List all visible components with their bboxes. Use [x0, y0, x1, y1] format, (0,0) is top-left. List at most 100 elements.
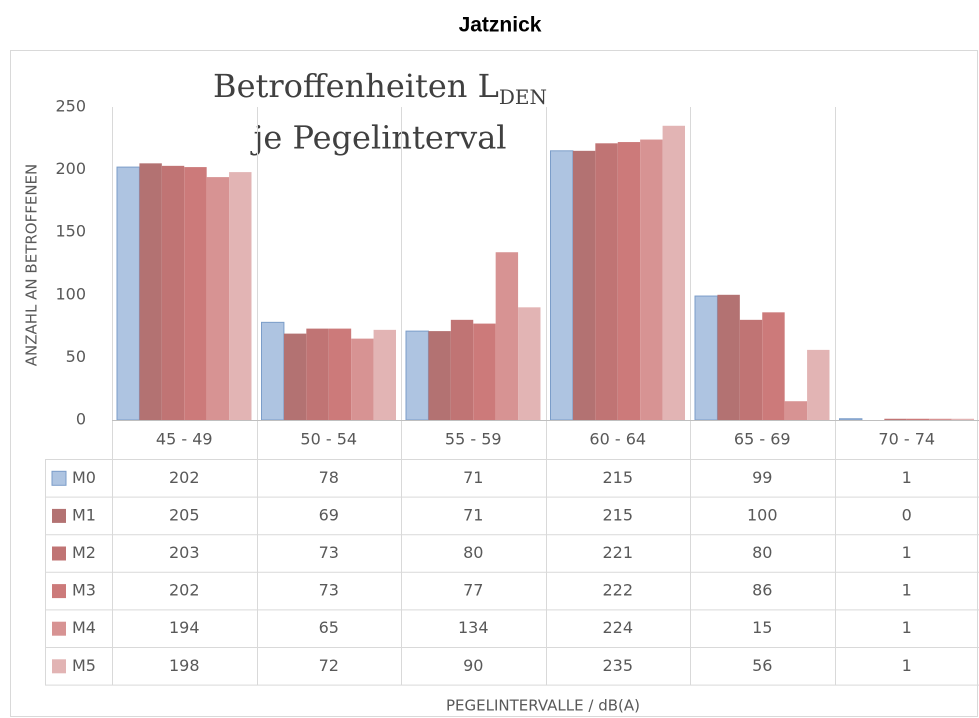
- chart-title-line2: je Pegelinterval: [249, 119, 506, 157]
- bar: [328, 328, 352, 420]
- table-cell: 198: [169, 656, 200, 675]
- legend-swatch: [52, 546, 66, 561]
- bar: [229, 172, 252, 420]
- table-cell: 65: [319, 618, 339, 637]
- x-tick-label: 70 - 74: [878, 430, 935, 449]
- bar: [717, 294, 740, 420]
- x-axis-title: PEGELINTERVALLE / dB(A): [446, 697, 640, 715]
- table-cell: 71: [463, 468, 483, 487]
- table-cell: 221: [602, 543, 633, 562]
- bar: [662, 125, 685, 420]
- legend-label: M0: [72, 468, 96, 487]
- bar: [617, 142, 641, 420]
- table-cell: 1: [902, 468, 912, 487]
- table-cell: 1: [902, 656, 912, 675]
- legend-label: M5: [72, 656, 96, 675]
- table-cell: 1: [902, 618, 912, 637]
- y-tick-label: 0: [76, 410, 86, 429]
- bar: [261, 321, 285, 421]
- bar: [694, 295, 718, 421]
- x-tick-label: 50 - 54: [300, 430, 357, 449]
- chart-title: Betroffenheiten LDEN: [213, 67, 547, 109]
- bar: [906, 418, 930, 420]
- table-cell: 224: [602, 618, 633, 637]
- y-tick-label: 50: [66, 347, 86, 366]
- bar: [473, 323, 496, 420]
- bar: [206, 177, 230, 420]
- bar: [518, 307, 541, 420]
- bar: [184, 167, 207, 420]
- table-cell: 203: [169, 543, 200, 562]
- bar: [283, 333, 307, 420]
- table-cell: 80: [752, 543, 772, 562]
- table-cell: 215: [602, 468, 633, 487]
- bar: [640, 139, 663, 420]
- table-cell: 0: [902, 505, 912, 524]
- table-cell: 235: [602, 656, 633, 675]
- bar: [351, 338, 374, 420]
- table-cell: 15: [752, 618, 772, 637]
- table-cell: 90: [463, 656, 483, 675]
- legend-swatch: [52, 659, 66, 674]
- title-subscript: DEN: [499, 85, 547, 109]
- y-axis-title: ANZAHL AN BETROFFENEN: [23, 164, 41, 367]
- title-main: Betroffenheiten L: [213, 67, 499, 105]
- table-cell: 222: [602, 581, 633, 600]
- table-cell: 215: [602, 505, 633, 524]
- x-tick-label: 65 - 69: [734, 430, 791, 449]
- legend-label: M3: [72, 581, 96, 600]
- bar: [951, 418, 974, 420]
- bar: [572, 150, 596, 420]
- table-cell: 78: [319, 468, 339, 487]
- y-tick-label: 150: [55, 222, 86, 241]
- table-cell: 73: [319, 543, 339, 562]
- bar: [929, 418, 952, 420]
- table-cell: 1: [902, 543, 912, 562]
- bar: [161, 165, 185, 420]
- table-cell: 100: [747, 505, 778, 524]
- legend-label: M2: [72, 543, 96, 562]
- bar: [405, 330, 429, 421]
- bar: [595, 143, 618, 421]
- table-cell: 72: [319, 656, 339, 675]
- bar: [116, 166, 140, 421]
- chart-frame: [10, 50, 978, 717]
- table-cell: 99: [752, 468, 772, 487]
- legend-swatch: [52, 508, 66, 523]
- table-cell: 71: [463, 505, 483, 524]
- table-cell: 205: [169, 505, 200, 524]
- table-cell: 73: [319, 581, 339, 600]
- table-cell: 202: [169, 468, 200, 487]
- bar: [373, 329, 396, 420]
- bar: [139, 163, 162, 420]
- bar: [495, 252, 519, 420]
- legend-swatch: [51, 470, 67, 486]
- bar: [784, 401, 808, 420]
- table-cell: 194: [169, 618, 200, 637]
- y-tick-label: 200: [55, 159, 86, 178]
- table-cell: 134: [458, 618, 489, 637]
- bar: [739, 319, 763, 420]
- table-cell: 202: [169, 581, 200, 600]
- x-tick-label: 45 - 49: [156, 430, 213, 449]
- page-title: Jatznick: [459, 14, 542, 37]
- bar: [839, 418, 863, 421]
- legend-label: M4: [72, 618, 96, 637]
- x-tick-label: 55 - 59: [445, 430, 502, 449]
- bar: [807, 349, 830, 420]
- bar: [306, 328, 329, 420]
- bar: [884, 418, 907, 420]
- y-tick-label: 250: [55, 97, 86, 116]
- table-cell: 86: [752, 581, 772, 600]
- x-tick-label: 60 - 64: [589, 430, 646, 449]
- bar: [428, 331, 451, 420]
- bar: [450, 319, 474, 420]
- legend-label: M1: [72, 505, 96, 524]
- table-cell: 69: [319, 505, 339, 524]
- bar: [762, 312, 785, 420]
- table-cell: 1: [902, 581, 912, 600]
- table-cell: 80: [463, 543, 483, 562]
- y-tick-label: 100: [55, 284, 86, 303]
- legend-swatch: [52, 584, 66, 599]
